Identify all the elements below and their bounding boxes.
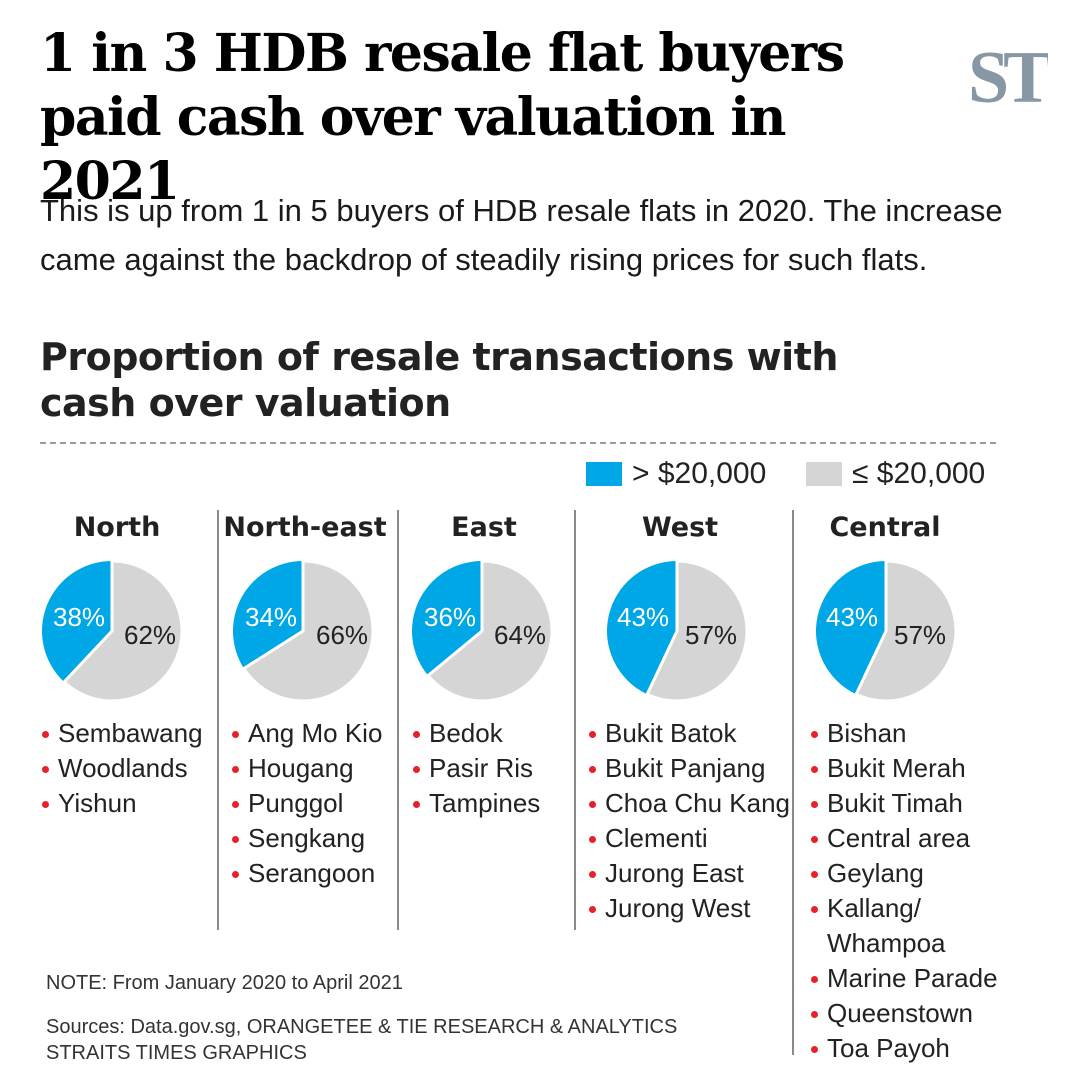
list-item: Toa Payoh xyxy=(811,1031,998,1066)
list-item: Bedok xyxy=(413,716,540,751)
graphics-credit: STRAITS TIMES GRAPHICS xyxy=(46,1042,307,1064)
region-title-north-east: North-east xyxy=(223,512,387,543)
area-list-central: Bishan Bukit Merah Bukit Timah Central a… xyxy=(811,716,998,1066)
region-divider xyxy=(792,510,794,1055)
list-item: Choa Chu Kang xyxy=(589,786,790,821)
pie-slice-north-below xyxy=(61,559,184,703)
list-item: Jurong East xyxy=(589,856,790,891)
region-title-east: East xyxy=(451,512,517,543)
chart-note: NOTE: From January 2020 to April 2021 xyxy=(46,972,403,994)
list-item: Yishun xyxy=(42,786,203,821)
area-list-north: Sembawang Woodlands Yishun xyxy=(42,716,203,821)
st-logo-text: ST xyxy=(968,38,1048,116)
headline: 1 in 3 HDB resale flat buyers paid cash … xyxy=(40,23,845,212)
pie-label-east-below: 64% xyxy=(494,620,546,650)
pie-chart-east: 36% 64% xyxy=(412,559,554,703)
list-item: Sembawang xyxy=(42,716,203,751)
region-title-west: West xyxy=(641,512,719,543)
legend-label-below: ≤ $20,000 xyxy=(852,457,986,490)
list-item: Serangoon xyxy=(232,856,382,891)
pie-slice-west-above xyxy=(607,561,677,695)
pie-slice-north-east-below xyxy=(241,559,375,703)
pie-slice-central-above xyxy=(816,561,886,695)
pie-chart-north-east: 34% 66% xyxy=(233,559,375,703)
list-item: Clementi xyxy=(589,821,790,856)
pie-slice-east-below xyxy=(425,559,554,703)
pie-label-north-east-below: 66% xyxy=(316,620,368,650)
pie-slice-east-above xyxy=(412,561,482,676)
list-item: Bishan xyxy=(811,716,998,751)
region-divider xyxy=(397,510,399,930)
list-item: Jurong West xyxy=(589,891,790,926)
legend-swatch-above xyxy=(586,462,622,486)
region-divider xyxy=(217,510,219,930)
pie-label-west-below: 57% xyxy=(685,620,737,650)
list-item: Geylang xyxy=(811,856,998,891)
list-item: Ang Mo Kio xyxy=(232,716,382,751)
list-item: Tampines xyxy=(413,786,540,821)
pie-label-west-above: 43% xyxy=(617,602,669,632)
list-item: Bukit Merah xyxy=(811,751,998,786)
list-item: Bukit Panjang xyxy=(589,751,790,786)
area-list-west: Bukit Batok Bukit Panjang Choa Chu Kang … xyxy=(589,716,790,926)
chart-title: Proportion of resale transactions with c… xyxy=(40,335,838,425)
legend-item-above: > $20,000 xyxy=(586,457,767,490)
list-item: Hougang xyxy=(232,751,382,786)
st-logo-mark: ST xyxy=(968,37,1058,119)
list-item: Kallang/ Whampoa xyxy=(811,891,998,961)
region-divider xyxy=(574,510,576,930)
area-list-east: Bedok Pasir Ris Tampines xyxy=(413,716,540,821)
list-item: Pasir Ris xyxy=(413,751,540,786)
standfirst: This is up from 1 in 5 buyers of HDB res… xyxy=(40,193,1003,277)
pie-label-north-below: 62% xyxy=(124,620,176,650)
region-title-central: Central xyxy=(829,512,941,543)
list-item: Bukit Batok xyxy=(589,716,790,751)
pie-slice-north-above xyxy=(42,561,113,683)
list-item: Marine Parade xyxy=(811,961,998,996)
area-list-north-east: Ang Mo Kio Hougang Punggol Sengkang Sera… xyxy=(232,716,382,891)
pie-chart-central: 43% 57% xyxy=(816,559,958,703)
list-item: Woodlands xyxy=(42,751,203,786)
legend-swatch-below xyxy=(806,462,842,486)
dashed-divider xyxy=(40,442,996,444)
sources-line: Sources: Data.gov.sg, ORANGETEE & TIE RE… xyxy=(46,1016,678,1038)
pie-chart-north: 38% 62% xyxy=(42,559,184,703)
legend-item-below: ≤ $20,000 xyxy=(806,457,986,490)
pie-label-east-above: 36% xyxy=(424,602,476,632)
pie-label-central-above: 43% xyxy=(826,602,878,632)
pie-label-central-below: 57% xyxy=(894,620,946,650)
pie-chart-west: 43% 57% xyxy=(607,559,749,703)
pie-label-north-above: 38% xyxy=(53,602,105,632)
legend-label-above: > $20,000 xyxy=(632,457,767,490)
chart-sources: Sources: Data.gov.sg, ORANGETEE & TIE RE… xyxy=(46,1014,766,1066)
list-item: Sengkang xyxy=(232,821,382,856)
st-logo: ST xyxy=(968,37,1058,129)
list-item: Bukit Timah xyxy=(811,786,998,821)
list-item: Central area xyxy=(811,821,998,856)
pie-label-north-east-above: 34% xyxy=(245,602,297,632)
region-title-north: North xyxy=(73,512,161,543)
list-item: Punggol xyxy=(232,786,382,821)
pie-slice-central-below xyxy=(854,559,958,703)
list-item: Queenstown xyxy=(811,996,998,1031)
pie-slice-west-below xyxy=(645,559,749,703)
